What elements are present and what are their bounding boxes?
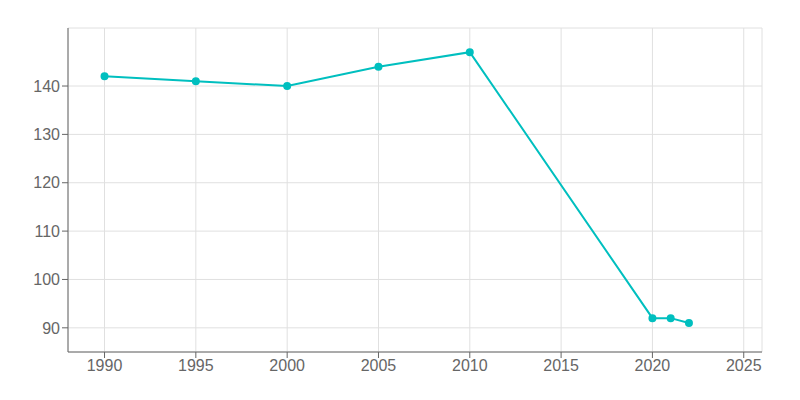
svg-text:140: 140 (33, 78, 60, 95)
svg-text:100: 100 (33, 271, 60, 288)
svg-text:2015: 2015 (543, 357, 579, 374)
svg-text:90: 90 (42, 320, 60, 337)
svg-text:2020: 2020 (635, 357, 671, 374)
svg-text:1990: 1990 (87, 357, 123, 374)
svg-text:2010: 2010 (452, 357, 488, 374)
svg-text:2000: 2000 (269, 357, 305, 374)
svg-text:1995: 1995 (178, 357, 214, 374)
svg-text:130: 130 (33, 126, 60, 143)
svg-text:2025: 2025 (726, 357, 762, 374)
svg-text:2005: 2005 (361, 357, 397, 374)
svg-text:120: 120 (33, 174, 60, 191)
svg-text:110: 110 (34, 223, 60, 240)
